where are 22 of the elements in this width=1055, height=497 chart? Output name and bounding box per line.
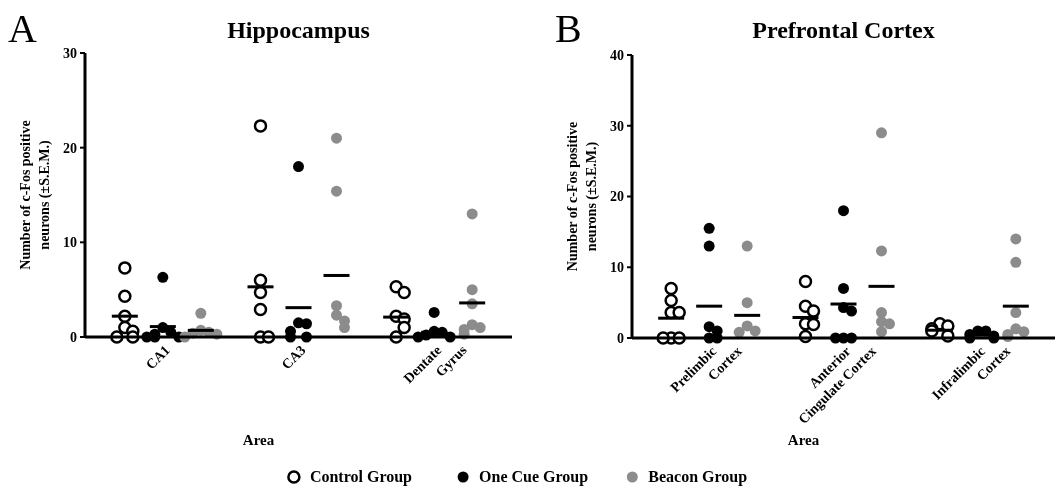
y-tick-label: 20: [610, 189, 624, 205]
chart-title: Hippocampus: [227, 17, 370, 43]
y-tick-label: 30: [63, 45, 77, 61]
y-tick-label: 30: [610, 118, 624, 134]
y-tick-label: 40: [610, 47, 624, 63]
y-tick-label: 0: [617, 330, 624, 346]
text: B: [555, 6, 582, 51]
chart-title: Prefrontal Cortex: [752, 17, 935, 43]
x-axis-title: Area: [787, 432, 820, 448]
y-tick-label: 20: [63, 140, 77, 156]
x-axis-title: Area: [242, 432, 275, 448]
legend-label: Control Group: [309, 468, 413, 486]
text: A: [8, 6, 37, 51]
x-tick-label: CA1: [143, 342, 173, 373]
y-axis-title: Number of c-Fos positive neurons (±S.E.M.): [18, 120, 53, 270]
y-tick-label: 0: [70, 329, 77, 345]
legend-label: One Cue Group: [479, 468, 589, 486]
x-tick-label: CA3: [278, 342, 309, 373]
legend-label: Beacon Group: [648, 468, 748, 486]
y-tick-label: 10: [610, 260, 624, 276]
y-axis-title: Number of c-Fos positive neurons (±S.E.M.): [565, 121, 600, 272]
y-tick-label: 10: [63, 235, 77, 251]
